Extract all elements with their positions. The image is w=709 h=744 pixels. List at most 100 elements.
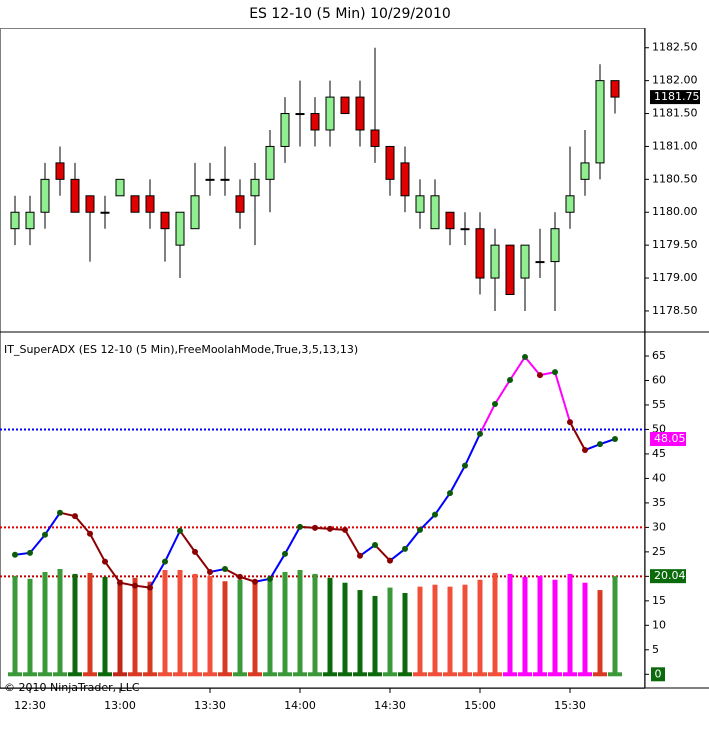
candle-body	[55, 162, 65, 180]
candle-body	[490, 244, 500, 279]
y-tick-label: 25	[652, 545, 666, 558]
bar	[87, 572, 93, 675]
candle-body	[535, 261, 545, 264]
y-tick-label: 0	[655, 667, 662, 680]
bar	[357, 590, 363, 675]
adx-point	[162, 558, 168, 565]
adx-segment	[479, 403, 496, 435]
adx-point	[462, 462, 468, 469]
chart-title: ES 12-10 (5 Min) 10/29/2010	[249, 6, 451, 22]
candle-body	[430, 195, 440, 230]
adx-segment	[524, 356, 541, 376]
y-tick-label: 1182.00	[652, 74, 698, 87]
bar-base	[473, 672, 487, 677]
adx-segment	[179, 530, 196, 553]
adx-point	[372, 542, 378, 549]
adx-point	[357, 552, 363, 559]
bar	[582, 582, 588, 675]
adx-point	[87, 530, 93, 537]
adx-segment	[89, 533, 106, 563]
adx-point	[297, 523, 303, 530]
bar-value-box	[650, 569, 686, 584]
adx-point	[27, 549, 33, 556]
bar-base	[548, 672, 562, 677]
bar	[12, 575, 18, 675]
adx-segment	[389, 548, 406, 562]
adx-segment	[194, 551, 211, 573]
adx-segment	[344, 529, 361, 557]
y-tick-label: 1180.50	[652, 172, 698, 185]
bar	[177, 569, 183, 675]
bar	[282, 571, 288, 675]
adx-point	[147, 584, 153, 591]
adx-segment	[509, 356, 526, 381]
adx-point	[252, 578, 258, 585]
bar	[192, 573, 198, 675]
candle-body	[325, 96, 335, 131]
last-price-label: 1181.75	[654, 90, 700, 103]
candle-body	[130, 195, 140, 213]
adx-segment	[434, 492, 451, 516]
candle-body	[190, 195, 200, 230]
candle-body	[25, 211, 35, 230]
adx-point	[552, 369, 558, 376]
adx-point	[237, 573, 243, 580]
bar-base	[263, 672, 277, 677]
adx-segment	[44, 512, 61, 536]
y-tick-label: 1182.50	[652, 41, 698, 54]
adx-segment	[419, 513, 436, 531]
candle-body	[250, 178, 260, 197]
bar-base	[83, 672, 97, 677]
adx-point	[72, 513, 78, 520]
candle-body	[295, 113, 305, 116]
bar-base	[323, 672, 337, 677]
bar	[597, 590, 603, 675]
bar	[552, 579, 558, 675]
adx-point	[42, 531, 48, 538]
bar	[387, 587, 393, 675]
bar-base	[608, 672, 622, 677]
adx-point	[132, 582, 138, 589]
y-tick-label: 60	[652, 373, 666, 386]
adx-point	[402, 545, 408, 552]
x-tick-label: 14:30	[374, 699, 406, 712]
candle-body	[610, 80, 620, 98]
bar-base	[563, 672, 577, 677]
bar	[237, 579, 243, 675]
candle-body	[415, 195, 425, 213]
zero-box	[651, 667, 665, 682]
bar	[327, 577, 333, 675]
adx-segment	[149, 561, 166, 589]
candle-body	[100, 211, 110, 214]
candle-body	[310, 113, 320, 131]
candle-body	[595, 80, 605, 164]
y-tick-label: 1181.50	[652, 107, 698, 120]
x-tick-label: 15:30	[554, 699, 586, 712]
copyright: © 2010 NinjaTrader, LLC	[4, 681, 140, 694]
adx-segment	[29, 534, 46, 554]
bar	[147, 581, 153, 675]
adx-point	[522, 353, 528, 360]
adx-point	[267, 575, 273, 582]
bar	[537, 575, 543, 675]
bar	[162, 569, 168, 675]
bar	[402, 593, 408, 675]
bar	[522, 576, 528, 675]
adx-point	[537, 372, 543, 379]
bar-base	[503, 672, 517, 677]
bar	[432, 584, 438, 675]
adx-point	[102, 558, 108, 565]
bar	[372, 595, 378, 675]
bar	[462, 584, 468, 675]
bar-base	[23, 672, 37, 677]
bar	[222, 581, 228, 675]
candle-body	[280, 113, 290, 147]
candle-body	[460, 228, 470, 231]
y-tick-label: 35	[652, 496, 666, 509]
bar-base	[8, 672, 22, 677]
candle-body	[205, 178, 215, 181]
y-tick-label: 30	[652, 520, 666, 533]
candle-body	[40, 178, 50, 213]
y-tick-label: 1181.00	[652, 139, 698, 152]
bar	[507, 573, 513, 675]
